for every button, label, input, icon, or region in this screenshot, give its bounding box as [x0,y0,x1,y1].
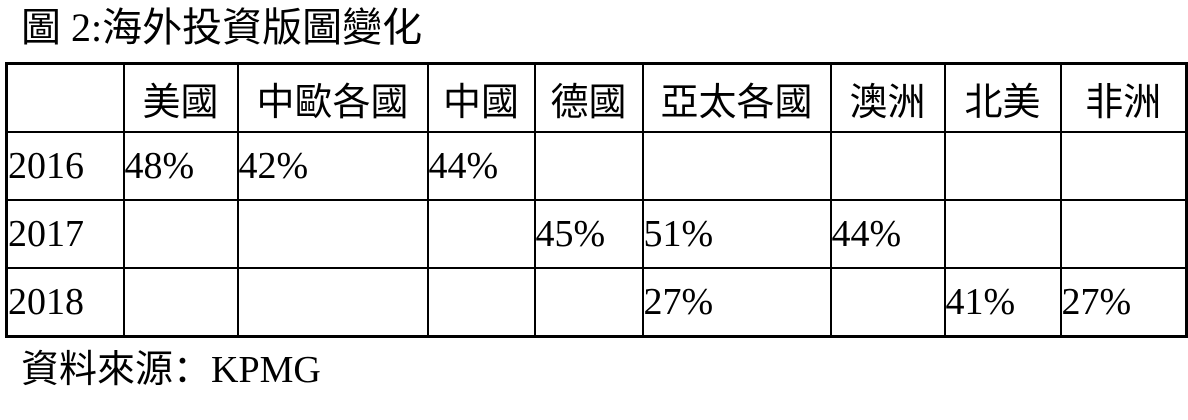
cell-2017-germany: 45% [533,199,644,269]
cell-2017-china [426,199,536,269]
cell-2017-australia: 44% [829,199,946,269]
investment-region-table: 美國 中歐各國 中國 德國 亞太各國 澳洲 北美 非洲 2016 48% 42%… [5,62,1188,338]
cell-2016-germany [533,131,644,201]
cell-2016-asia-pacific [641,131,832,201]
column-header-north-america: 北美 [943,62,1062,133]
column-header-china: 中國 [426,62,536,133]
table-row-2017: 2017 45% 51% 44% [5,199,1188,269]
column-header-asia-pacific: 亞太各國 [641,62,832,133]
cell-2018-china [426,267,536,338]
table-row-2016: 2016 48% 42% 44% [5,131,1188,201]
cell-2016-china: 44% [426,131,536,201]
row-label-2016: 2016 [5,131,125,201]
cell-2018-asia-pacific: 27% [641,267,832,338]
row-label-2018: 2018 [5,267,125,338]
column-header-usa: 美國 [122,62,239,133]
cell-2018-central-europe [236,267,429,338]
row-label-2017: 2017 [5,199,125,269]
column-header-central-europe: 中歐各國 [236,62,429,133]
cell-2018-africa: 27% [1059,267,1188,338]
cell-2018-north-america: 41% [943,267,1062,338]
cell-2018-australia [829,267,946,338]
figure-title: 圖 2:海外投資版圖變化 [21,5,423,50]
table-header-row: 美國 中歐各國 中國 德國 亞太各國 澳洲 北美 非洲 [5,62,1188,133]
column-header-blank [5,62,125,133]
cell-2017-north-america [943,199,1062,269]
column-header-germany: 德國 [533,62,644,133]
cell-2016-north-america [943,131,1062,201]
column-header-australia: 澳洲 [829,62,946,133]
source-note: 資料來源：KPMG [21,349,321,391]
cell-2017-usa [122,199,239,269]
cell-2017-africa [1059,199,1188,269]
cell-2018-germany [533,267,644,338]
cell-2016-africa [1059,131,1188,201]
column-header-africa: 非洲 [1059,62,1188,133]
cell-2018-usa [122,267,239,338]
cell-2017-asia-pacific: 51% [641,199,832,269]
document-page: 圖 2:海外投資版圖變化 美國 中歐各國 中國 德國 亞太各國 澳洲 北美 [0,4,1188,420]
cell-2017-central-europe [236,199,429,269]
table-row-2018: 2018 27% 41% 27% [5,267,1188,338]
cell-2016-australia [829,131,946,201]
cell-2016-usa: 48% [122,131,239,201]
cell-2016-central-europe: 42% [236,131,429,201]
